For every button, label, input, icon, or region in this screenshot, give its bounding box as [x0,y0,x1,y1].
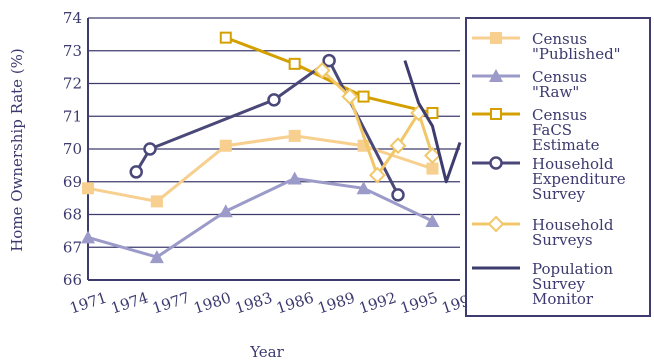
data-point [424,147,441,164]
legend-label-line: Monitor [532,290,594,308]
data-point [313,61,331,79]
legend-label-line: "Raw" [532,83,579,101]
data-point [288,57,301,70]
series-line [134,59,400,196]
data-point [357,90,370,103]
series-5 [403,60,462,184]
legend-swatch-marker [490,108,502,120]
data-point [267,93,281,107]
x-tick-label: 1974 [109,288,151,317]
series-4 [313,61,441,184]
legend-label-line: Census [532,30,587,48]
data-point [425,214,440,228]
legend-label-line: Household [532,216,614,234]
y-tick-label: 67 [63,238,82,256]
x-tick-label: 1986 [274,288,316,317]
series-3 [129,53,405,202]
legend-swatch-marker [489,156,503,170]
data-point [82,182,94,195]
series-line [225,36,433,115]
data-point [219,139,232,152]
data-point [287,171,302,185]
legend-label-line: Population [532,260,613,278]
data-point [219,31,232,44]
legend-label-line: Survey [532,275,585,293]
data-point [81,230,95,244]
y-tick-label: 70 [63,140,82,158]
y-tick-label: 71 [63,107,82,125]
x-tick-label: 1992 [357,288,399,317]
legend-entry-1: Census"Raw" [472,68,587,101]
legend-label-line: "Published" [532,45,621,63]
data-point [149,250,164,264]
y-axis-title: Home Ownership Rate (%) [8,48,26,252]
x-axis-title: Year [249,343,284,361]
data-point [389,137,407,155]
data-point [143,142,157,156]
y-tick-label: 69 [63,173,82,191]
legend-label-line: Household [532,155,614,173]
legend-label-line: FaCS [532,121,572,139]
data-point [341,88,359,106]
legend-label-line: Census [532,106,587,124]
series-2 [219,31,439,119]
legend: Census"Published"Census"Raw"CensusFaCSEs… [465,17,651,317]
data-point [426,106,439,119]
data-point [150,195,163,208]
x-tick-labels: 1971 1974 1977 1980 1983 1986 1989 1992 1995 1998 [67,288,481,317]
data-point [288,129,301,142]
data-point [368,166,386,184]
series-layer [81,31,462,264]
x-tick-label: 1971 [67,288,109,317]
y-tick-label: 72 [63,75,82,93]
legend-label-line: Survey [532,185,585,203]
data-point [129,165,143,179]
legend-swatch-marker [487,215,505,233]
data-point [356,181,371,195]
data-point [322,53,336,68]
series-line [87,176,434,259]
y-tick-label: 66 [63,271,82,289]
series-1 [81,171,440,264]
gridlines [88,17,460,248]
series-line [321,69,434,177]
legend-swatch-marker [489,69,503,82]
legend-swatch-marker [490,32,502,44]
x-tick-label: 1980 [191,288,233,317]
legend-label-line: Expenditure [532,170,626,188]
x-tick-label: 1977 [150,288,192,317]
y-tick-labels: 66 67 68 69 70 71 72 73 74 [63,9,82,289]
legend-label-line: Surveys [532,231,593,249]
data-point [391,188,405,202]
series-line [403,60,462,184]
x-tick-label: 1995 [398,288,440,317]
x-tick-label: 1983 [233,288,275,317]
y-tick-label: 73 [63,42,82,60]
legend-label-line: Estimate [532,136,600,154]
y-tick-label: 74 [63,9,82,27]
data-point [426,162,439,175]
legend-entry-0: Census"Published" [472,30,621,63]
legend-label-line: Census [532,68,587,86]
data-point [218,204,233,218]
x-tick-label: 1989 [315,288,357,317]
y-tick-label: 68 [63,206,82,224]
